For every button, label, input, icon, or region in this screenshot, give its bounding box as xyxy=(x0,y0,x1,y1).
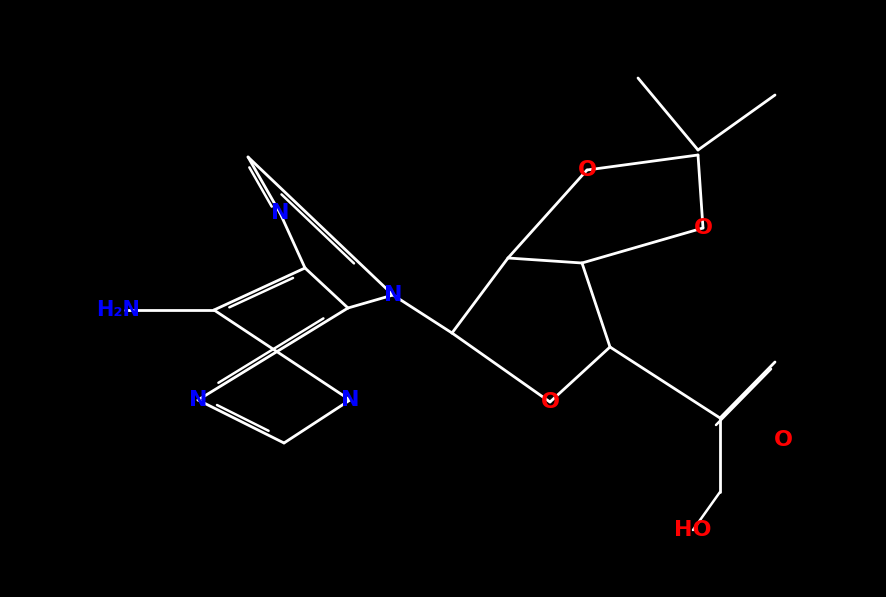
Text: N: N xyxy=(384,285,402,305)
Text: O: O xyxy=(773,430,792,450)
Text: N: N xyxy=(189,390,207,410)
Text: N: N xyxy=(271,203,289,223)
Text: H₂N: H₂N xyxy=(96,300,140,320)
Text: O: O xyxy=(578,160,596,180)
Text: HO: HO xyxy=(674,520,711,540)
Text: N: N xyxy=(341,390,359,410)
Text: O: O xyxy=(540,392,559,412)
Text: O: O xyxy=(694,218,712,238)
